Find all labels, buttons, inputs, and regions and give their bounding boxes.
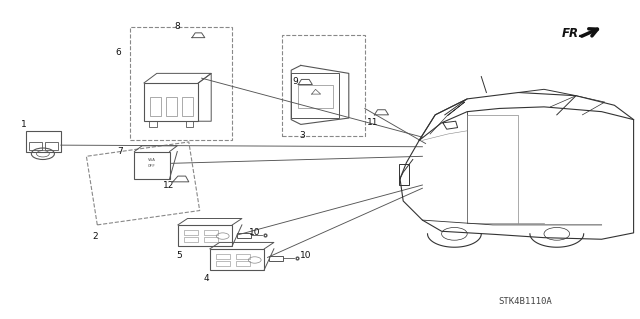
Bar (236, 254, 250, 259)
Bar (236, 261, 250, 266)
Text: 10: 10 (249, 228, 260, 237)
Bar (269, 256, 283, 261)
Bar (45, 142, 58, 150)
Bar (216, 261, 230, 266)
Bar (210, 249, 264, 270)
Bar (29, 142, 42, 150)
Text: 12: 12 (163, 181, 174, 189)
Bar (186, 121, 193, 127)
Text: FR.: FR. (562, 27, 584, 40)
Bar (237, 233, 251, 238)
Text: 3: 3 (300, 131, 305, 140)
Text: 1: 1 (22, 120, 27, 129)
Text: 10: 10 (300, 251, 312, 260)
Text: 8: 8 (175, 22, 180, 31)
Bar (282, 35, 365, 136)
Bar (130, 27, 232, 140)
Bar (144, 83, 198, 121)
Text: 9: 9 (293, 77, 298, 86)
Bar (149, 121, 157, 127)
Text: 11: 11 (367, 118, 378, 127)
Bar (184, 230, 198, 235)
Bar (399, 164, 409, 185)
Text: 5: 5 (177, 251, 182, 260)
Text: OFF: OFF (148, 164, 156, 168)
Bar (204, 230, 218, 235)
Bar (216, 254, 230, 259)
Bar (178, 225, 232, 246)
Bar (182, 97, 193, 116)
Text: 7: 7 (118, 147, 123, 156)
Text: STK4B1110A: STK4B1110A (498, 297, 552, 306)
Bar (291, 73, 339, 118)
Bar (298, 85, 333, 108)
Bar (204, 237, 218, 242)
Bar (184, 237, 198, 242)
Text: VSA: VSA (148, 158, 156, 162)
Text: 4: 4 (204, 274, 209, 283)
Bar (150, 97, 161, 116)
Text: 6: 6 (116, 48, 121, 57)
Text: 2: 2 (92, 232, 97, 241)
Bar (26, 131, 61, 152)
Bar (166, 97, 177, 116)
Bar (134, 152, 170, 179)
